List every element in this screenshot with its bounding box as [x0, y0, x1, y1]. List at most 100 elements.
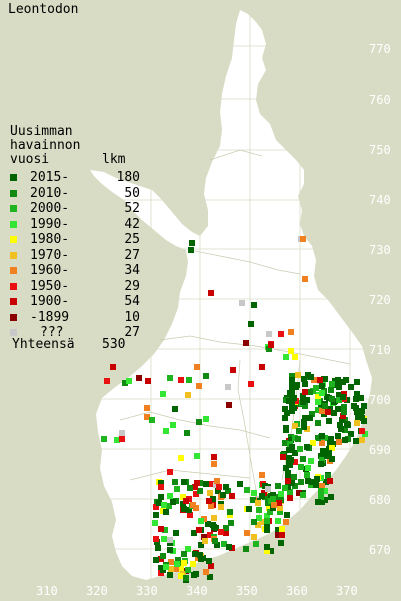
observation-square [341, 404, 347, 410]
observation-square [153, 536, 159, 542]
observation-square [161, 536, 167, 542]
observation-square [358, 414, 364, 420]
observation-square [264, 527, 270, 533]
observation-square [341, 409, 347, 415]
observation-square [178, 377, 184, 383]
observation-square [300, 456, 306, 462]
observation-square [353, 438, 359, 444]
observation-square [298, 479, 304, 485]
observation-square [122, 380, 128, 386]
observation-square [250, 497, 256, 503]
observation-square [318, 461, 324, 467]
observation-square [189, 240, 195, 246]
observation-square [174, 486, 180, 492]
legend-count: 50 [124, 185, 140, 201]
observation-square [223, 525, 229, 531]
legend-header-line-1: Uusimman [10, 124, 73, 139]
observation-square [288, 329, 294, 335]
observation-square [207, 574, 213, 580]
legend-label: 2010- [30, 185, 70, 201]
legend-label: 2015- [30, 170, 70, 185]
legend-row: 1900- 54 [10, 294, 150, 310]
observation-square [344, 421, 350, 427]
legend-label: -1899 [30, 309, 70, 325]
observation-square [223, 484, 229, 490]
observation-square [309, 411, 315, 417]
observation-square [326, 418, 332, 424]
observation-square [197, 552, 203, 558]
observation-square [289, 403, 295, 409]
observation-square [276, 500, 282, 506]
observation-square [251, 519, 257, 525]
observation-square [160, 553, 166, 559]
observation-square [227, 509, 233, 515]
legend-count: 27 [124, 247, 140, 263]
observation-square [282, 406, 288, 412]
observation-square [358, 395, 364, 401]
observation-square [161, 502, 167, 508]
observation-square [354, 409, 360, 415]
observation-square [104, 378, 110, 384]
observation-square [251, 302, 257, 308]
observation-square [286, 447, 292, 453]
observation-square [292, 423, 298, 429]
observation-square [315, 435, 321, 441]
observation-square [201, 534, 207, 540]
observation-square [168, 566, 174, 572]
observation-square [203, 569, 209, 575]
x-axis-label: 340 [186, 584, 208, 598]
legend-count: 10 [124, 309, 140, 325]
observation-square [215, 488, 221, 494]
observation-square [284, 410, 290, 416]
observation-square [178, 455, 184, 461]
observation-square [320, 448, 326, 454]
observation-square [361, 403, 367, 409]
observation-square [203, 481, 209, 487]
observation-square [297, 446, 303, 452]
observation-square [175, 557, 181, 563]
observation-square [206, 498, 212, 504]
observation-square [190, 502, 196, 508]
finland-landmass [90, 10, 372, 580]
observation-square [158, 484, 164, 490]
observation-square [126, 378, 132, 384]
observation-square [184, 430, 190, 436]
observation-square [203, 416, 209, 422]
observation-square [207, 490, 213, 496]
observation-square [163, 509, 169, 515]
observation-square [278, 540, 284, 546]
observation-square [244, 530, 250, 536]
observation-square [223, 530, 229, 536]
y-axis-label: 710 [369, 343, 391, 357]
observation-square [328, 387, 334, 393]
legend-count: 52 [124, 201, 140, 216]
observation-square [255, 500, 261, 506]
observation-square [248, 381, 254, 387]
observation-square [167, 547, 173, 553]
observation-square [291, 474, 297, 480]
legend-row: 1990- 42 [10, 217, 150, 233]
observation-square [287, 390, 293, 396]
observation-square [289, 377, 295, 383]
observation-square [326, 450, 332, 456]
observation-square [308, 458, 314, 464]
observation-square [211, 461, 217, 467]
observation-square [186, 377, 192, 383]
observation-square [354, 379, 360, 385]
observation-square [203, 373, 209, 379]
observation-square [336, 384, 342, 390]
observation-square [275, 527, 281, 533]
observation-square [328, 494, 334, 500]
y-axis-label: 750 [369, 143, 391, 157]
observation-square [198, 556, 204, 562]
observation-square [354, 391, 360, 397]
observation-square [282, 485, 288, 491]
observation-square [256, 515, 262, 521]
observation-square [136, 375, 142, 381]
observation-square [300, 492, 306, 498]
legend-swatch [10, 329, 17, 336]
observation-square [286, 459, 292, 465]
legend-count: 29 [124, 278, 140, 294]
y-axis-label: 680 [369, 493, 391, 507]
observation-square [318, 403, 324, 409]
